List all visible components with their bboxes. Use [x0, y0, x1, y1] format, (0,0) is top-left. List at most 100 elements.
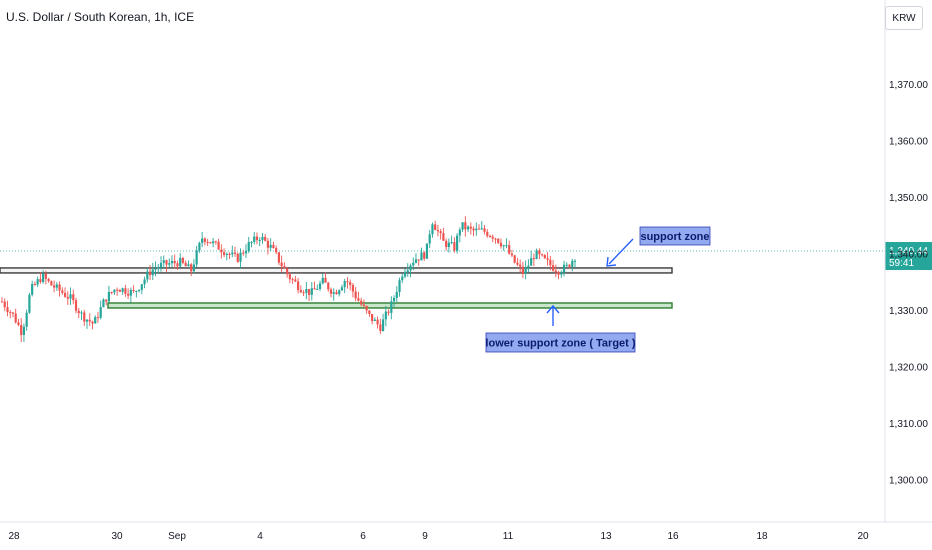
candle-body: [447, 242, 450, 247]
candle-body: [242, 252, 245, 254]
price-axis[interactable]: 1,300.00 1,310.00 1,320.00 1,330.00 1,340.00…: [889, 80, 928, 487]
annotation-text: support zone: [640, 231, 709, 243]
candle-body: [58, 284, 61, 291]
candle-body: [472, 228, 475, 231]
candle-body: [105, 299, 108, 302]
candle-body: [302, 292, 305, 294]
candle-body: [231, 252, 234, 255]
x-tick-label: 28: [8, 531, 20, 542]
candle-body: [551, 265, 555, 271]
candle-body: [280, 262, 283, 267]
y-tick-label: 1,370.00: [889, 80, 928, 91]
arrow-head: [546, 304, 560, 314]
candle-body: [546, 258, 549, 260]
candle-body: [277, 252, 281, 263]
candle-body: [88, 319, 91, 322]
candle-body: [307, 288, 311, 295]
candle-body: [184, 262, 187, 267]
candle-body: [135, 290, 138, 292]
candle-body: [357, 298, 360, 301]
x-tick-label: 20: [857, 531, 869, 542]
candle-body: [33, 283, 36, 285]
candle-body: [212, 241, 215, 244]
x-tick-label: 11: [503, 531, 514, 542]
candle-body: [488, 236, 492, 238]
candle-body: [541, 254, 544, 256]
candle-body: [247, 242, 250, 252]
candle-body: [116, 289, 119, 291]
chart-title: U.S. Dollar / South Korean, 1h, ICE: [6, 10, 195, 24]
candle-body: [11, 312, 15, 314]
candle-body: [132, 289, 135, 292]
candle-body: [250, 241, 253, 243]
candle-body: [423, 252, 426, 259]
candle-body: [264, 236, 267, 241]
candle-body: [368, 310, 371, 314]
candle-body: [275, 248, 278, 253]
candle-body: [143, 279, 146, 285]
candle-body: [140, 284, 143, 290]
candle-body: [560, 272, 563, 275]
candle-body: [568, 264, 571, 267]
candle-body: [351, 284, 355, 292]
time-axis[interactable]: 28 30 Sep 4 6 9 11 13 16 18 20: [8, 531, 869, 542]
candle-body: [181, 257, 185, 263]
candle-body: [165, 260, 168, 265]
candle-body: [296, 281, 300, 291]
candle-body: [28, 294, 31, 313]
candle-body: [371, 313, 374, 321]
candle-body: [381, 319, 385, 331]
candle-body: [420, 252, 423, 261]
candle-body: [36, 279, 39, 285]
candle-body: [44, 273, 47, 279]
candle-body: [508, 245, 511, 254]
arrow-head: [606, 256, 617, 267]
candle-body: [291, 279, 294, 281]
candle-body: [362, 304, 365, 306]
candle-body: [195, 250, 198, 265]
candle-body: [225, 253, 228, 255]
candle-body: [477, 228, 481, 230]
candle-body: [66, 296, 69, 299]
candle-body: [187, 264, 190, 267]
candle-body: [519, 264, 522, 267]
candle-body: [72, 294, 75, 301]
candle-body: [510, 253, 514, 256]
y-tick-label: 1,330.00: [889, 306, 928, 317]
candle-body: [376, 319, 379, 325]
candle-body: [80, 312, 83, 314]
annotation-text: lower support zone ( Target ): [485, 338, 635, 350]
candle-body: [17, 322, 20, 325]
candle-body: [3, 301, 6, 308]
candle-body: [236, 253, 239, 262]
candle-body: [398, 280, 401, 293]
candle-body: [63, 292, 67, 297]
candle-body: [127, 293, 130, 296]
candle-body: [74, 300, 78, 311]
candle-body: [47, 278, 50, 282]
candle-body: [253, 236, 256, 242]
currency-button[interactable]: KRW: [885, 6, 923, 30]
current-price-label: 1,340.44: [889, 246, 928, 257]
candle-body: [532, 258, 535, 260]
candle-body: [20, 324, 23, 335]
candle-body: [461, 222, 464, 230]
candle-body: [365, 305, 368, 311]
candle-body: [480, 228, 483, 230]
x-tick-label: 30: [111, 531, 123, 542]
candle-body: [340, 287, 344, 291]
candle-body: [52, 285, 56, 288]
candle-body: [403, 272, 407, 277]
candle-body: [573, 260, 577, 262]
candle-body: [346, 281, 349, 283]
candle-body: [137, 289, 141, 291]
candle-body: [401, 276, 404, 281]
candle-body: [538, 250, 541, 255]
y-tick-label: 1,320.00: [889, 363, 928, 374]
candle-body: [173, 260, 176, 264]
candle-body: [338, 290, 341, 295]
candle-body: [549, 259, 552, 266]
candle-body: [102, 299, 105, 308]
candle-body: [148, 271, 152, 276]
